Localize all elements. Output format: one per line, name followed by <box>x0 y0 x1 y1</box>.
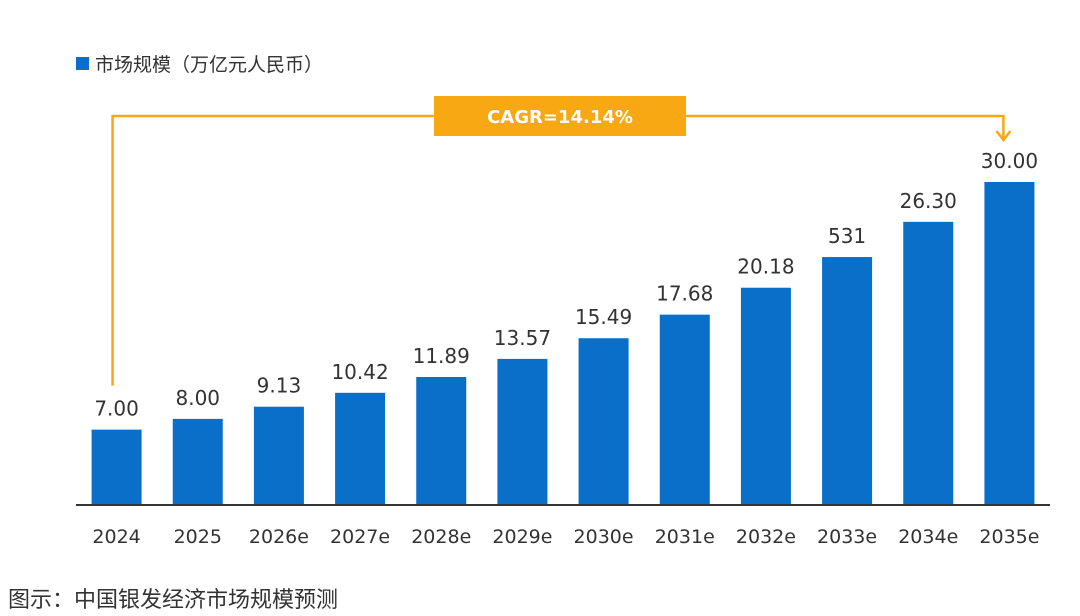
x-tick-2028e: 2028e <box>411 526 471 548</box>
legend: 市场规模（万亿元人民币） <box>76 50 323 77</box>
cagr-box <box>434 96 686 136</box>
data-label-2033e: 531 <box>828 224 866 248</box>
data-label-2035e: 30.00 <box>981 149 1038 173</box>
data-label-2027e: 10.42 <box>331 360 388 384</box>
data-label-2028e: 11.89 <box>413 344 470 368</box>
data-label-2032e: 20.18 <box>737 255 794 279</box>
bar-2035e <box>984 182 1035 505</box>
bar-2031e <box>659 314 710 505</box>
bar-2024 <box>91 429 142 505</box>
bar-2034e <box>903 221 954 505</box>
cagr-arrowhead <box>995 130 1012 143</box>
x-tick-2034e: 2034e <box>898 526 958 548</box>
x-tick-2033e: 2033e <box>817 526 877 548</box>
data-label-2026e: 9.13 <box>257 374 302 398</box>
x-tick-2025: 2025 <box>174 526 222 548</box>
data-label-2025: 8.00 <box>175 386 220 410</box>
x-tick-2031e: 2031e <box>655 526 715 548</box>
x-tick-2024: 2024 <box>92 526 140 548</box>
legend-swatch <box>76 57 89 70</box>
bar-2025 <box>172 418 223 505</box>
cagr-label: CAGR=14.14% <box>487 107 633 128</box>
bar-2032e <box>740 287 791 505</box>
bar-2028e <box>416 376 467 505</box>
x-tick-2029e: 2029e <box>492 526 552 548</box>
x-tick-2027e: 2027e <box>330 526 390 548</box>
x-tick-2035e: 2035e <box>979 526 1039 548</box>
x-tick-2032e: 2032e <box>736 526 796 548</box>
bar-2029e <box>497 358 548 505</box>
data-label-2031e: 17.68 <box>656 282 713 306</box>
bar-2033e <box>822 257 873 505</box>
x-tick-2030e: 2030e <box>574 526 634 548</box>
data-label-2024: 7.00 <box>94 397 139 421</box>
data-label-2034e: 26.30 <box>900 189 957 213</box>
bar-2027e <box>335 392 386 505</box>
legend-label: 市场规模（万亿元人民币） <box>95 54 324 76</box>
bar-2030e <box>578 338 629 505</box>
bar-2026e <box>253 406 304 505</box>
x-tick-2026e: 2026e <box>249 526 309 548</box>
data-label-2030e: 15.49 <box>575 305 632 329</box>
figure-caption: 图示：中国银发经济市场规模预测 <box>8 588 339 613</box>
data-label-2029e: 13.57 <box>494 326 551 350</box>
